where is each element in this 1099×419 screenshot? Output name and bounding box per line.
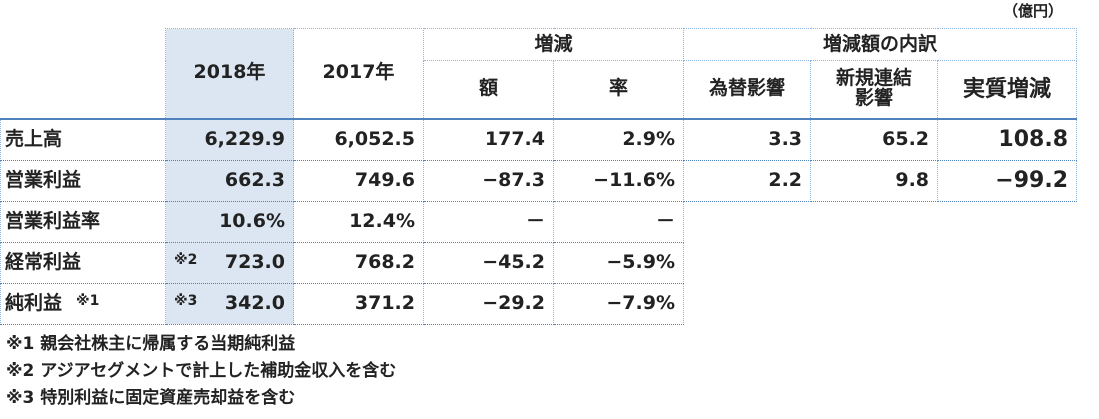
cell-value: 12.4% — [349, 209, 415, 232]
value-cell: ※2 723.0 — [165, 241, 294, 284]
row-label: 売上高 — [0, 118, 166, 161]
label-note: ※1 — [76, 292, 100, 309]
empty-cell — [811, 201, 938, 242]
cell-value: 371.2 — [354, 291, 415, 314]
value-cell: 177.4 — [423, 118, 554, 161]
value-cell: 9.8 — [810, 159, 939, 202]
cell-value: −11.6% — [593, 168, 676, 191]
header-cell: 額 — [423, 60, 554, 120]
value-cell: −7.9% — [552, 282, 685, 325]
table-row: 純利益 ※1 ※3 342.0 371.2 −29.2 −7.9% — [0, 282, 1077, 325]
cell-value: 749.6 — [354, 168, 415, 191]
value-cell: 65.2 — [810, 118, 939, 161]
cell-value: － — [525, 209, 545, 232]
value-cell: 662.3 — [165, 159, 294, 202]
cell-value: 723.0 — [224, 250, 285, 273]
empty-cell — [938, 242, 1077, 283]
unit: （億円） — [1002, 2, 1063, 20]
empty-cell — [684, 201, 811, 242]
cell-value: 2.9% — [622, 127, 676, 150]
value-cell: 6,229.9 — [165, 118, 294, 161]
value-cell: 2.9% — [552, 118, 685, 161]
table-row: 経常利益 ※2 723.0 768.2 −45.2 −5.9% — [0, 241, 1077, 284]
label-text: 営業利益率 — [5, 209, 101, 232]
cell-note: ※3 — [174, 292, 198, 309]
header-cell: 増減額の内訳 — [683, 28, 1078, 61]
cell-value: 342.0 — [224, 291, 285, 314]
cell-value: −45.2 — [482, 250, 545, 273]
label-text: 売上高 — [5, 127, 63, 150]
empty-cell — [811, 283, 938, 324]
value-cell: −87.3 — [423, 159, 554, 202]
label-text: 経常利益 — [5, 250, 82, 273]
header-cell: 新規連結 影響 — [810, 60, 939, 120]
table-row: 売上高 6,229.9 6,052.5 177.4 2.9% 3.3 65.2 108.8 — [0, 118, 1078, 161]
value-cell: −99.2 — [937, 159, 1078, 202]
cell-value: 662.3 — [224, 168, 285, 191]
cell-value: 65.2 — [882, 127, 930, 150]
cell-value: −99.2 — [995, 167, 1069, 193]
table-row: 営業利益 662.3 749.6 −87.3 −11.6% 2.2 9.8 −99.2 — [0, 159, 1078, 202]
empty-cell — [811, 242, 938, 283]
table-row: 営業利益率 10.6% 12.4% － － — [0, 200, 1077, 243]
empty-cell — [938, 283, 1077, 324]
value-cell: － — [423, 200, 554, 243]
note-line: ※1 親会社株主に帰属する当期純利益 — [6, 334, 296, 354]
cell-value: 177.4 — [484, 127, 545, 150]
value-cell: 371.2 — [293, 282, 424, 325]
cell-value: 9.8 — [895, 168, 930, 191]
note-line: ※2 アジアセグメントで計上した補助金収入を含む — [6, 361, 397, 381]
header-cell: 2018年 — [165, 28, 294, 120]
row-label: 経常利益 — [0, 241, 166, 284]
cell-value: −5.9% — [606, 250, 676, 273]
notes: ※1 親会社株主に帰属する当期純利益 ※2 アジアセグメントで計上した補助金収入を… — [6, 331, 396, 412]
cell-value: － — [656, 209, 676, 232]
cell-note: ※2 — [174, 251, 198, 268]
value-cell: −5.9% — [552, 241, 685, 284]
header-cell: 2017年 — [293, 28, 424, 120]
cell-value: 10.6% — [219, 209, 285, 232]
label-text: 純利益 — [5, 291, 63, 314]
row-label: 純利益 ※1 — [0, 282, 166, 325]
value-cell: － — [552, 200, 685, 243]
value-cell: 108.8 — [937, 118, 1078, 161]
header-cell: 率 — [552, 60, 685, 120]
cell-value: −29.2 — [482, 291, 545, 314]
results-table: 2018年 2017年 増減 増減額の内訳 額 率 為替影響 新規連結 影響 実… — [0, 28, 1078, 325]
value-cell: 10.6% — [165, 200, 294, 243]
corner — [0, 28, 166, 120]
value-cell: 12.4% — [293, 200, 424, 243]
value-cell: ※3 342.0 — [165, 282, 294, 325]
label-text: 営業利益 — [5, 168, 82, 191]
value-cell: 6,052.5 — [293, 118, 424, 161]
value-cell: −11.6% — [552, 159, 685, 202]
value-cell: −29.2 — [423, 282, 554, 325]
value-cell: 749.6 — [293, 159, 424, 202]
value-cell: −45.2 — [423, 241, 554, 284]
cell-value: −87.3 — [482, 168, 545, 191]
header-cell: 増減 — [422, 28, 685, 61]
cell-value: 2.2 — [768, 168, 803, 191]
header-cell: 実質増減 — [937, 60, 1078, 120]
value-cell: 3.3 — [683, 118, 812, 161]
header-cell: 為替影響 — [683, 60, 812, 120]
row-label: 営業利益 — [0, 159, 166, 202]
row-label: 営業利益率 — [0, 200, 166, 243]
cell-value: −7.9% — [606, 291, 676, 314]
empty-cell — [938, 201, 1077, 242]
note-line: ※3 特別利益に固定資産売却益を含む — [6, 388, 296, 408]
empty-cell — [684, 242, 811, 283]
value-cell: 2.2 — [683, 159, 812, 202]
empty-cell — [684, 283, 811, 324]
cell-value: 3.3 — [768, 127, 803, 150]
cell-value: 6,052.5 — [334, 127, 415, 150]
cell-value: 768.2 — [354, 250, 415, 273]
cell-value: 108.8 — [998, 126, 1069, 152]
value-cell: 768.2 — [293, 241, 424, 284]
cell-value: 6,229.9 — [204, 127, 285, 150]
